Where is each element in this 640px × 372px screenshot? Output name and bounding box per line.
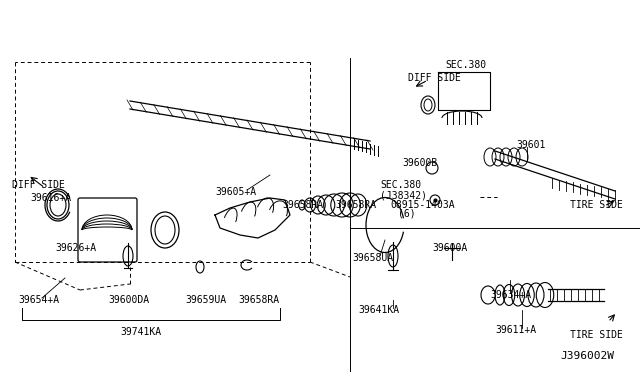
Text: 39600B: 39600B: [402, 158, 437, 168]
Text: 39601: 39601: [516, 140, 545, 150]
Text: TIRE SIDE: TIRE SIDE: [570, 330, 623, 340]
Text: SEC.380: SEC.380: [445, 60, 486, 70]
Text: 39626+A: 39626+A: [55, 243, 96, 253]
Text: 08915-1403A: 08915-1403A: [390, 200, 454, 210]
Text: 39605+A: 39605+A: [215, 187, 256, 197]
Text: 39658RA: 39658RA: [282, 200, 323, 210]
Text: 39741KA: 39741KA: [120, 327, 161, 337]
Text: 39634+A: 39634+A: [490, 290, 531, 300]
Text: DIFF SIDE: DIFF SIDE: [408, 73, 461, 83]
Text: 39600A: 39600A: [432, 243, 467, 253]
Text: 39658RA: 39658RA: [238, 295, 279, 305]
Text: SEC.380: SEC.380: [380, 180, 421, 190]
Text: J396002W: J396002W: [560, 351, 614, 361]
Text: 39659UA: 39659UA: [185, 295, 226, 305]
Text: 39616+A: 39616+A: [30, 193, 71, 203]
Text: 39658UA: 39658UA: [352, 253, 393, 263]
Text: TIRE SIDE: TIRE SIDE: [570, 200, 623, 210]
Text: DIFF SIDE: DIFF SIDE: [12, 180, 65, 190]
Text: (6): (6): [398, 208, 415, 218]
Text: 39658RA: 39658RA: [335, 200, 376, 210]
Text: (J38342): (J38342): [380, 190, 427, 200]
Text: 39611+A: 39611+A: [495, 325, 536, 335]
Text: 39641KA: 39641KA: [358, 305, 399, 315]
Text: 39654+A: 39654+A: [18, 295, 59, 305]
Text: 39600DA: 39600DA: [108, 295, 149, 305]
